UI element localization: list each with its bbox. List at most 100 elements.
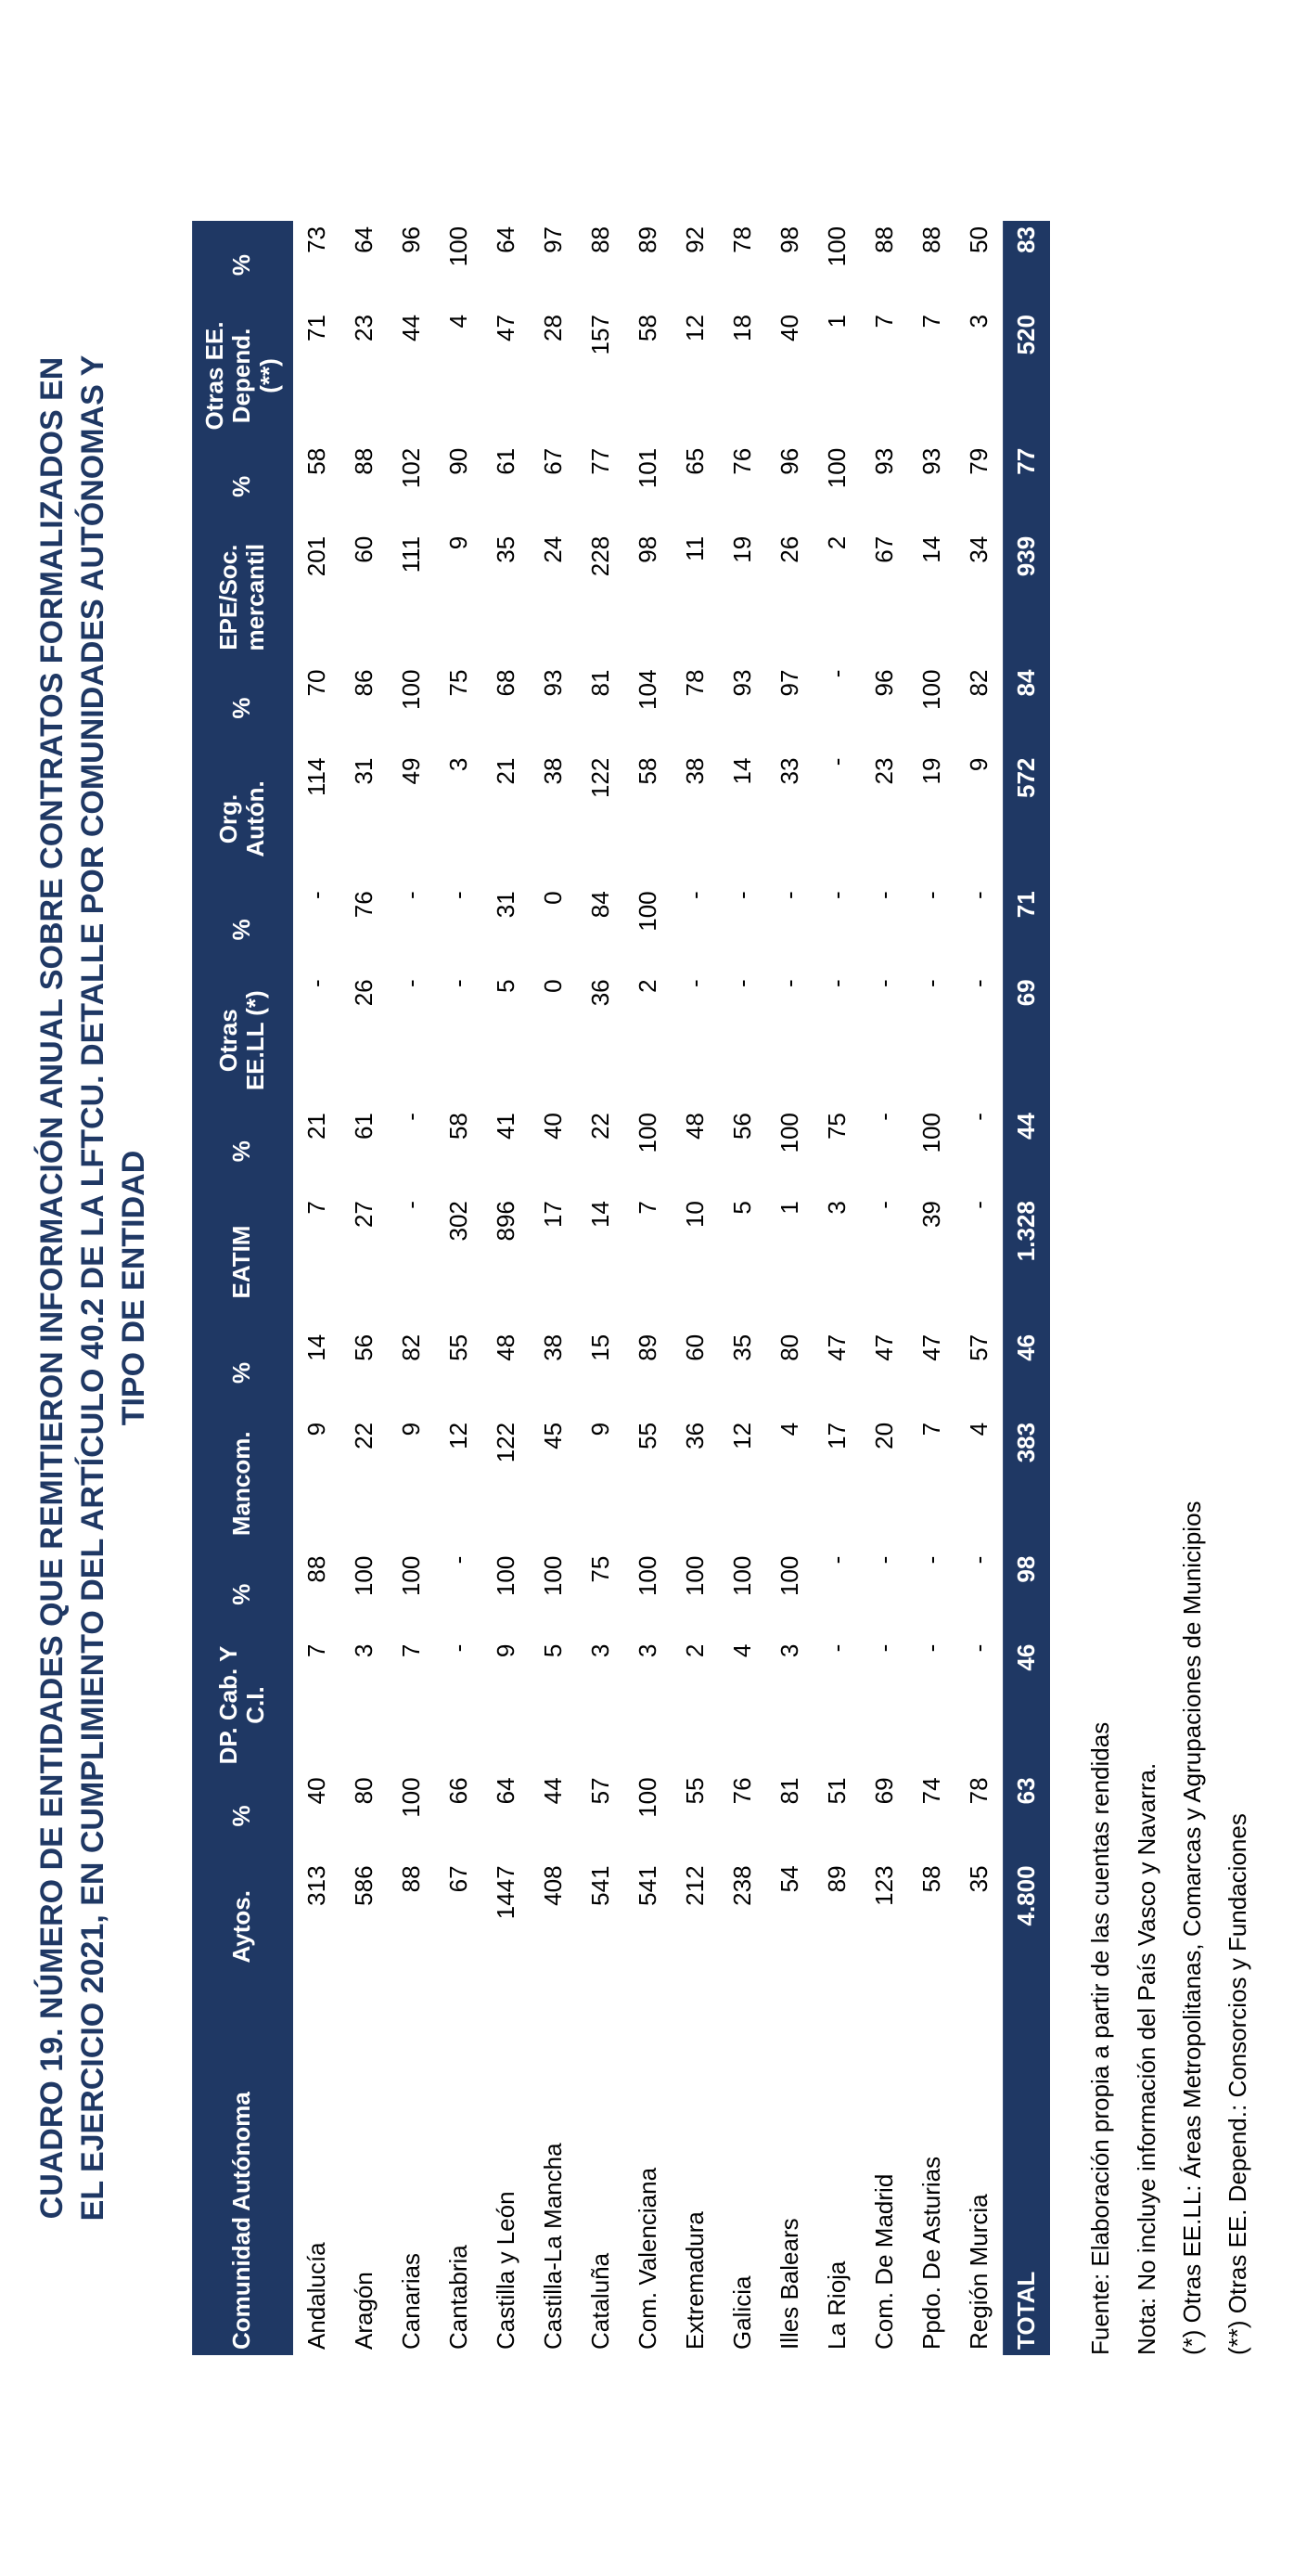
cell: 100 bbox=[482, 1551, 530, 1639]
cell: 228 bbox=[577, 531, 624, 664]
cell: 31 bbox=[340, 753, 388, 886]
cell: 21 bbox=[482, 753, 530, 886]
col-eatim-pct: % bbox=[192, 1107, 294, 1195]
cell: 0 bbox=[530, 973, 577, 1107]
cell: - bbox=[814, 1639, 861, 1772]
cell: 78 bbox=[955, 1771, 1003, 1860]
cell: 100 bbox=[624, 1771, 672, 1860]
cell: 34 bbox=[955, 531, 1003, 664]
cell: 24 bbox=[530, 531, 577, 664]
col-mancom: Mancom. bbox=[192, 1417, 294, 1551]
cell: 101 bbox=[624, 443, 672, 531]
cell: 98 bbox=[624, 531, 672, 664]
cell: 58 bbox=[624, 309, 672, 443]
cell: 4.800 bbox=[1003, 1860, 1050, 1993]
cell: - bbox=[955, 1107, 1003, 1195]
title-line-1: CUADRO 19. NÚMERO DE ENTIDADES QUE REMIT… bbox=[34, 357, 70, 2220]
cell: 14 bbox=[293, 1329, 340, 1417]
table-row: Canarias881007100982----491001111024496 bbox=[388, 221, 435, 2355]
cell: 9 bbox=[955, 753, 1003, 886]
cell: 84 bbox=[1003, 664, 1050, 753]
cell: 28 bbox=[530, 309, 577, 443]
cell: 89 bbox=[624, 221, 672, 309]
cell: - bbox=[766, 885, 814, 973]
cell: 100 bbox=[624, 1551, 672, 1639]
cell: - bbox=[955, 1639, 1003, 1772]
table-row: Castilla y León1447649100122488964153121… bbox=[482, 221, 530, 2355]
row-name: Extremadura bbox=[672, 1993, 719, 2355]
cell: 56 bbox=[719, 1107, 766, 1195]
row-name: Canarias bbox=[388, 1993, 435, 2355]
cell: 1 bbox=[814, 309, 861, 443]
cell: 74 bbox=[908, 1771, 955, 1860]
rotated-content: CUADRO 19. NÚMERO DE ENTIDADES QUE REMIT… bbox=[32, 128, 1262, 2448]
col-epe-pct: % bbox=[192, 443, 294, 531]
row-name: Cataluña bbox=[577, 1993, 624, 2355]
cell: 76 bbox=[719, 1771, 766, 1860]
cell: - bbox=[388, 885, 435, 973]
cell: 23 bbox=[861, 753, 908, 886]
row-name: Illes Balears bbox=[766, 1993, 814, 2355]
cell: - bbox=[814, 1551, 861, 1639]
col-aytos-pct: % bbox=[192, 1771, 294, 1860]
cell: 100 bbox=[766, 1107, 814, 1195]
cell: 12 bbox=[435, 1417, 482, 1551]
cell: 201 bbox=[293, 531, 340, 664]
cell: - bbox=[293, 885, 340, 973]
cell: 58 bbox=[624, 753, 672, 886]
cell: 47 bbox=[908, 1329, 955, 1417]
cell: 50 bbox=[955, 221, 1003, 309]
cell: 5 bbox=[719, 1195, 766, 1329]
cell: 76 bbox=[340, 885, 388, 973]
cell: 17 bbox=[814, 1417, 861, 1551]
cell: 67 bbox=[861, 531, 908, 664]
cell: 520 bbox=[1003, 309, 1050, 443]
cell: 73 bbox=[293, 221, 340, 309]
cell: - bbox=[861, 1639, 908, 1772]
cell: 12 bbox=[719, 1417, 766, 1551]
cell: 9 bbox=[293, 1417, 340, 1551]
cell: 3 bbox=[435, 753, 482, 886]
cell: 75 bbox=[577, 1551, 624, 1639]
cell: - bbox=[861, 1107, 908, 1195]
cell: 88 bbox=[388, 1860, 435, 1993]
cell: - bbox=[766, 973, 814, 1107]
cell: 47 bbox=[814, 1329, 861, 1417]
cell: 26 bbox=[340, 973, 388, 1107]
col-otraseedep: Otras EE. Depend. (**) bbox=[192, 309, 294, 443]
cell: 96 bbox=[766, 443, 814, 531]
cell: 88 bbox=[908, 221, 955, 309]
cell: 102 bbox=[388, 443, 435, 531]
cell: 100 bbox=[766, 1551, 814, 1639]
cell: 3 bbox=[766, 1639, 814, 1772]
cell: 7 bbox=[293, 1195, 340, 1329]
row-name: Ppdo. De Asturias bbox=[908, 1993, 955, 2355]
cell: 896 bbox=[482, 1195, 530, 1329]
row-name: Galicia bbox=[719, 1993, 766, 2355]
cell: 44 bbox=[388, 309, 435, 443]
cell: 100 bbox=[908, 1107, 955, 1195]
cell: 9 bbox=[388, 1417, 435, 1551]
cell: 313 bbox=[293, 1860, 340, 1993]
table-row: Ppdo. De Asturias5874--74739100--1910014… bbox=[908, 221, 955, 2355]
cell: - bbox=[388, 973, 435, 1107]
cell: - bbox=[955, 973, 1003, 1107]
cell: 81 bbox=[766, 1771, 814, 1860]
cell: 541 bbox=[577, 1860, 624, 1993]
cell: 76 bbox=[719, 443, 766, 531]
cell: 11 bbox=[672, 531, 719, 664]
cell: 48 bbox=[672, 1107, 719, 1195]
cell: 100 bbox=[530, 1551, 577, 1639]
cell: 36 bbox=[672, 1417, 719, 1551]
cell: 2 bbox=[672, 1639, 719, 1772]
cell: 26 bbox=[766, 531, 814, 664]
cell: 541 bbox=[624, 1860, 672, 1993]
cell: 35 bbox=[955, 1860, 1003, 1993]
col-epe: EPE/Soc. mercantil bbox=[192, 531, 294, 664]
cell: 80 bbox=[766, 1329, 814, 1417]
cell: 100 bbox=[624, 885, 672, 973]
cell: 111 bbox=[388, 531, 435, 664]
row-name: Com. De Madrid bbox=[861, 1993, 908, 2355]
table-row: Cataluña54157375915142236841228122877157… bbox=[577, 221, 624, 2355]
note-line: Nota: No incluye información del País Va… bbox=[1124, 221, 1170, 2355]
